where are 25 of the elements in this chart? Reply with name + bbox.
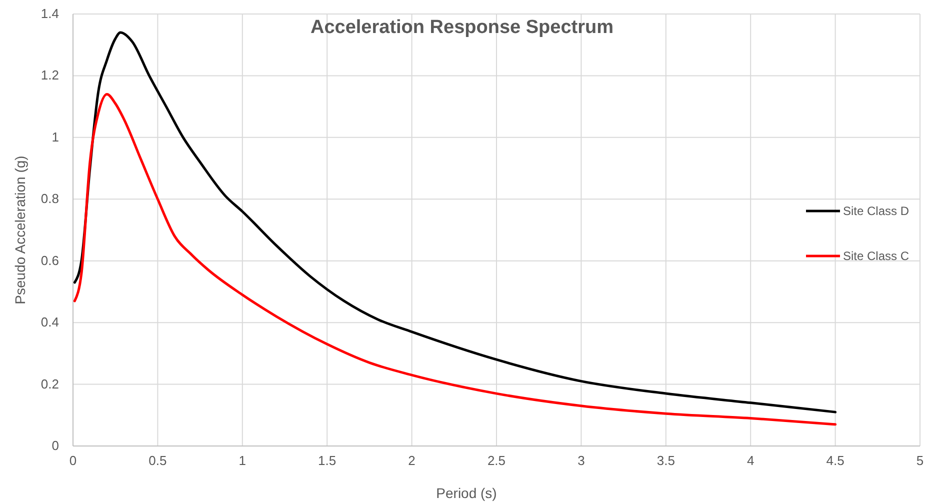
x-tick-label: 0.5 <box>148 453 167 468</box>
y-tick-label: 1.2 <box>40 68 59 83</box>
x-tick-label: 1 <box>238 453 246 468</box>
legend-label: Site Class C <box>843 249 910 263</box>
y-tick-label: 1.4 <box>40 6 59 21</box>
y-tick-label: 0 <box>52 438 59 453</box>
y-tick-label: 0.8 <box>40 191 59 206</box>
x-tick-label: 5 <box>916 453 924 468</box>
y-axis-title: Pseudo Acceleration (g) <box>12 156 28 304</box>
x-tick-label: 4.5 <box>826 453 844 468</box>
y-tick-label: 0.4 <box>40 314 59 330</box>
x-axis-title: Period (s) <box>436 485 497 501</box>
y-tick-label: 0.2 <box>40 376 59 392</box>
x-tick-label: 3 <box>578 453 585 468</box>
x-tick-label: 2 <box>408 453 416 468</box>
y-tick-label: 0.6 <box>40 252 59 268</box>
chart-title: Acceleration Response Spectrum <box>310 17 614 38</box>
legend-label: Site Class D <box>843 204 910 218</box>
y-tick-label: 1 <box>52 129 59 144</box>
x-tick-label: 0 <box>69 453 77 468</box>
x-tick-label: 3.5 <box>656 453 675 468</box>
x-tick-label: 2.5 <box>487 453 506 468</box>
x-tick-label: 1.5 <box>318 453 336 468</box>
line-series <box>73 92 837 426</box>
x-tick-label: 4 <box>746 453 754 468</box>
